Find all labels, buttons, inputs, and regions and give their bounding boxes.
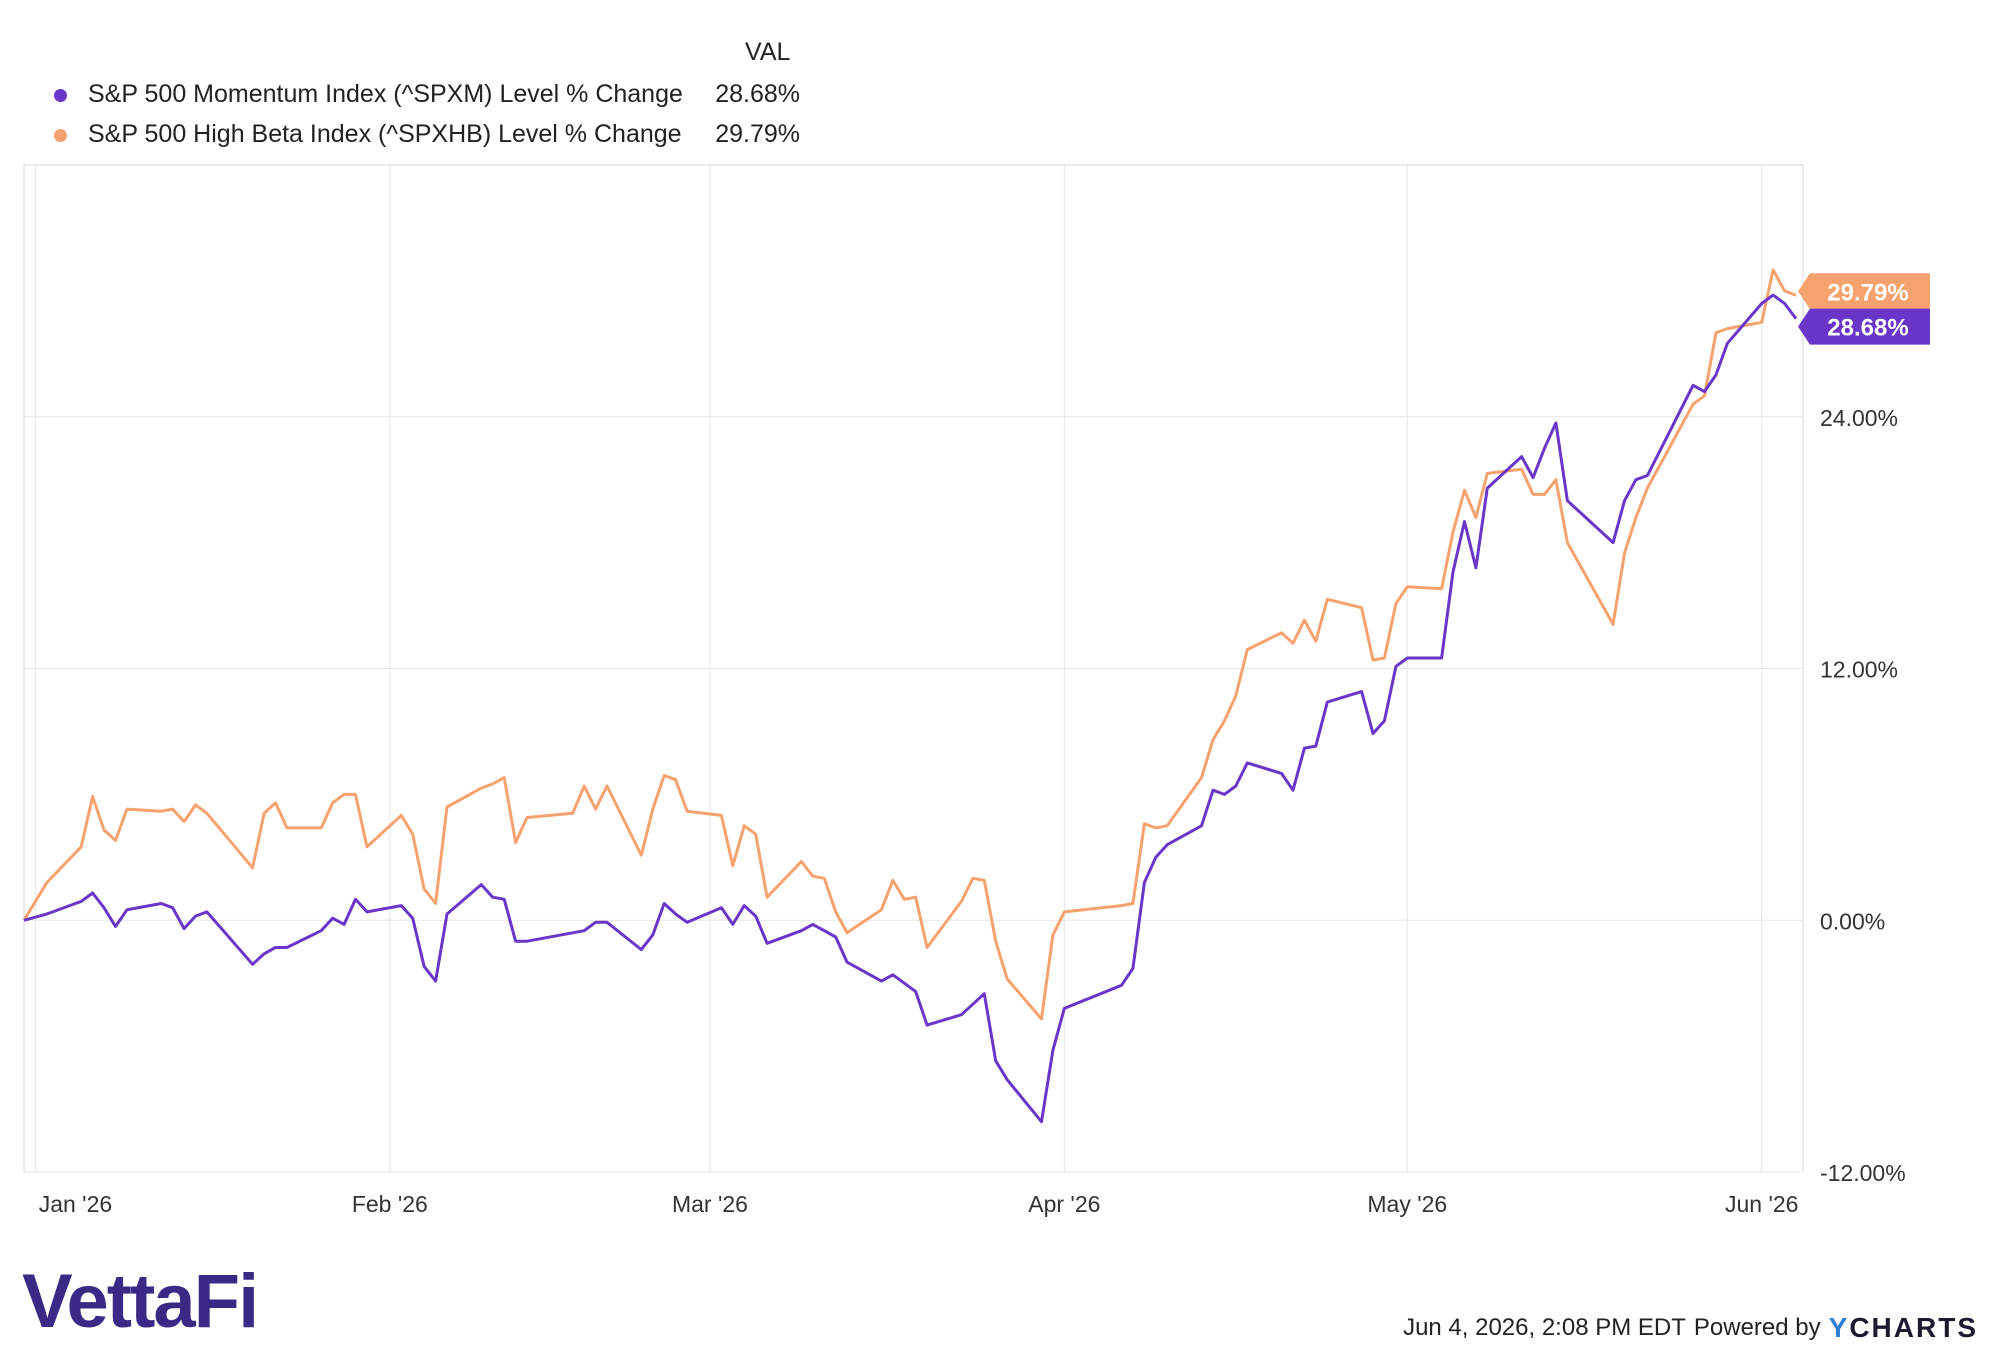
legend-value-header: VAL xyxy=(745,38,791,66)
logo-text: VettaFi xyxy=(22,1259,259,1344)
timestamp: Jun 4, 2026, 2:08 PM EDT xyxy=(1403,1314,1686,1341)
x-tick-label: Feb '26 xyxy=(352,1191,428,1217)
end-value-label: 28.68% xyxy=(1827,315,1908,342)
series-line-high-beta xyxy=(22,268,1797,1021)
legend-item-high-beta[interactable]: S&P 500 High Beta Index (^SPXHB) Level %… xyxy=(40,118,800,154)
series-line-momentum xyxy=(23,293,1798,1124)
x-tick-label: Jan '26 xyxy=(39,1191,112,1217)
y-tick-label: 0.00% xyxy=(1820,908,1885,934)
end-value-flag xyxy=(1798,308,1930,345)
legend-item-value: 29.79% xyxy=(715,120,800,148)
end-value-flag xyxy=(1798,273,1930,310)
ycharts-logo: YCHARTS xyxy=(1828,1312,1978,1343)
x-tick-label: Apr '26 xyxy=(1028,1191,1100,1217)
chart-footer: Jun 4, 2026, 2:08 PM EDT Powered by YCHA… xyxy=(1403,1312,1978,1344)
legend-dot-icon xyxy=(54,129,67,142)
legend-item-label: S&P 500 High Beta Index (^SPXHB) Level %… xyxy=(88,120,682,148)
legend-item-label: S&P 500 Momentum Index (^SPXM) Level % C… xyxy=(88,80,683,108)
legend-item-momentum[interactable]: S&P 500 Momentum Index (^SPXM) Level % C… xyxy=(40,78,800,114)
vettafi-logo: VettaFi xyxy=(22,1262,342,1342)
y-tick-label: -12.00% xyxy=(1820,1160,1906,1186)
end-value-label: 29.79% xyxy=(1827,279,1908,306)
powered-by-label: Powered by xyxy=(1693,1314,1821,1341)
x-tick-label: Jun '26 xyxy=(1725,1191,1798,1217)
x-tick-label: Mar '26 xyxy=(672,1191,748,1217)
x-tick-label: May '26 xyxy=(1367,1191,1447,1217)
y-tick-label: 12.00% xyxy=(1820,657,1898,683)
legend-dot-icon xyxy=(54,89,67,102)
y-tick-label: 24.00% xyxy=(1820,405,1898,431)
legend-item-value: 28.68% xyxy=(715,80,800,108)
